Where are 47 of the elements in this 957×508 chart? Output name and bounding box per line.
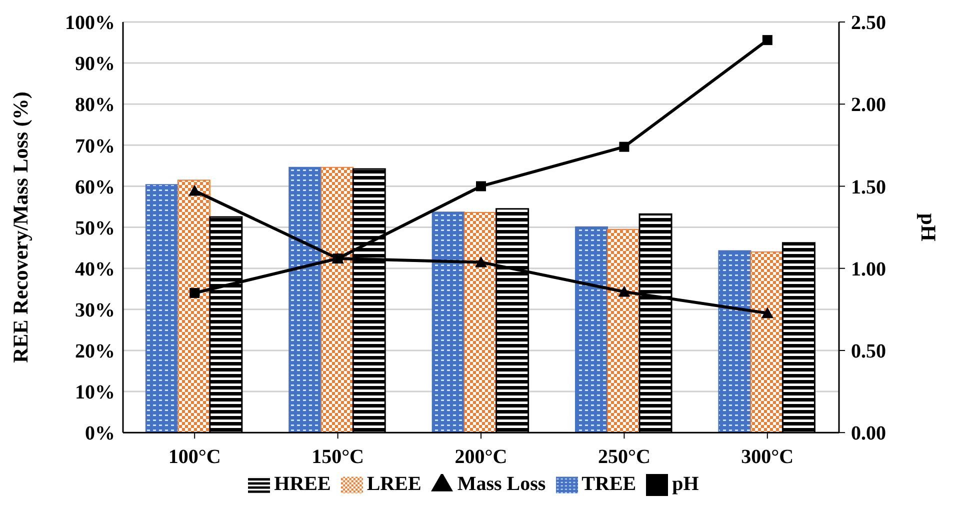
legend-label: LREE [366,472,422,495]
y-tick-label: 80% [75,94,115,116]
y-tick-label: 100% [65,12,115,34]
y-tick-label: 10% [75,382,115,404]
point [476,181,486,192]
point [190,288,200,298]
y2-tick-label: 1.50 [851,176,886,198]
point [188,184,201,196]
point [762,35,772,46]
y2-axis-title: pH [916,213,941,242]
y2-tick-label: 2.00 [851,94,886,116]
bar [575,226,608,433]
y-tick-label: 60% [75,176,115,198]
y-tick-label: 50% [75,217,115,240]
bar [464,212,497,433]
point [618,286,630,297]
y-tick-label: 40% [75,258,115,280]
y-tick-label: 20% [75,340,115,363]
point [619,142,630,152]
y-tick-label: 0% [85,422,115,445]
point [475,256,487,268]
point [761,307,774,318]
bar [145,184,178,433]
legend-label: HREE [274,472,331,495]
x-tick-label: 300°C [741,446,794,468]
y2-tick-label: 2.50 [851,12,886,34]
bar [432,212,465,433]
y-axis-title: REE Recovery/Mass Loss (%) [8,92,32,363]
bar [750,251,784,433]
bar [718,250,752,433]
x-tick-label: 150°C [312,446,364,468]
y2-tick-label: 0.50 [851,340,886,363]
x-tick-label: 200°C [454,446,508,468]
bar [177,180,210,433]
legend-label: Mass Loss [457,472,546,495]
bar [288,166,322,433]
y-tick-label: 90% [75,53,115,76]
x-tick-label: 250°C [598,446,650,468]
x-tick-label: 100°C [168,446,221,468]
bar [320,166,354,433]
legend-label: pH [672,472,699,495]
y2-tick-label: 0.00 [851,422,886,445]
y-tick-label: 30% [75,300,115,322]
legend-label: TREE [582,472,636,495]
y-tick-label: 70% [75,135,115,158]
bar [607,228,640,433]
y2-tick-label: 1.00 [851,258,886,280]
